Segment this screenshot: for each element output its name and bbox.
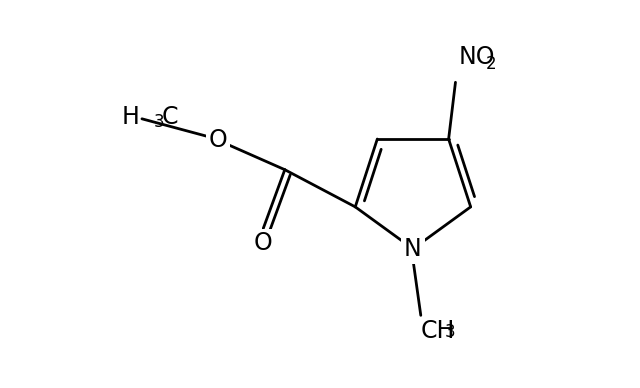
Text: C: C — [161, 105, 178, 129]
Text: 2: 2 — [486, 55, 497, 73]
Text: 3: 3 — [444, 323, 455, 341]
Text: N: N — [404, 237, 422, 261]
Text: O: O — [209, 128, 228, 152]
Text: NO: NO — [458, 45, 495, 69]
Text: 3: 3 — [154, 113, 164, 131]
Text: CH: CH — [420, 319, 455, 343]
Text: H: H — [122, 105, 140, 129]
Text: O: O — [254, 231, 273, 255]
